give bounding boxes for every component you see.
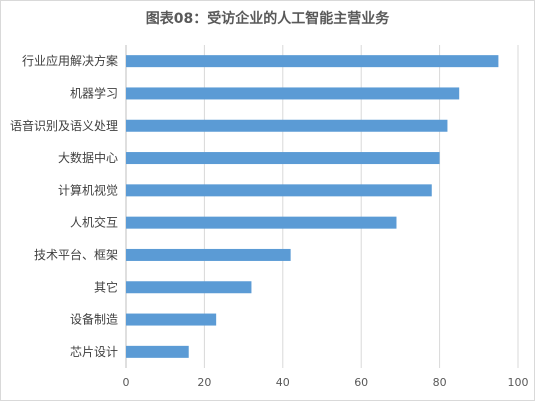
category-label-7: 技术平台、框架 bbox=[34, 247, 118, 262]
bar-7 bbox=[126, 248, 291, 261]
bar-2 bbox=[126, 87, 460, 100]
bar-1 bbox=[126, 55, 499, 68]
bar-10 bbox=[126, 345, 189, 358]
category-label-9: 设备制造 bbox=[70, 313, 118, 327]
category-label-1: 行业应用解决方案 bbox=[22, 53, 118, 68]
x-tick-label-40: 40 bbox=[276, 376, 290, 389]
category-label-6: 人机交互 bbox=[70, 215, 118, 230]
category-label-10: 芯片设计 bbox=[70, 345, 118, 359]
chart-title: 图表08：受访企业的人工智能主营业务 bbox=[145, 11, 390, 27]
x-tick-label-20: 20 bbox=[197, 376, 211, 389]
x-tick-label-60: 60 bbox=[354, 376, 368, 389]
bar-9 bbox=[126, 313, 217, 326]
category-label-2: 机器学习 bbox=[70, 85, 118, 100]
category-label-5: 计算机视觉 bbox=[58, 182, 118, 197]
bar-8 bbox=[126, 281, 252, 294]
bar-6 bbox=[126, 216, 397, 229]
x-tick-label-0: 0 bbox=[123, 376, 130, 389]
x-tick-label-80: 80 bbox=[433, 376, 447, 389]
bar-4 bbox=[126, 152, 440, 165]
bar-5 bbox=[126, 184, 432, 197]
bar-3 bbox=[126, 119, 448, 132]
category-label-8: 其它 bbox=[94, 279, 118, 294]
category-label-3: 语音识别及语义处理 bbox=[10, 118, 118, 133]
x-tick-label-100: 100 bbox=[508, 376, 529, 389]
category-label-4: 大数据中心 bbox=[58, 150, 118, 165]
